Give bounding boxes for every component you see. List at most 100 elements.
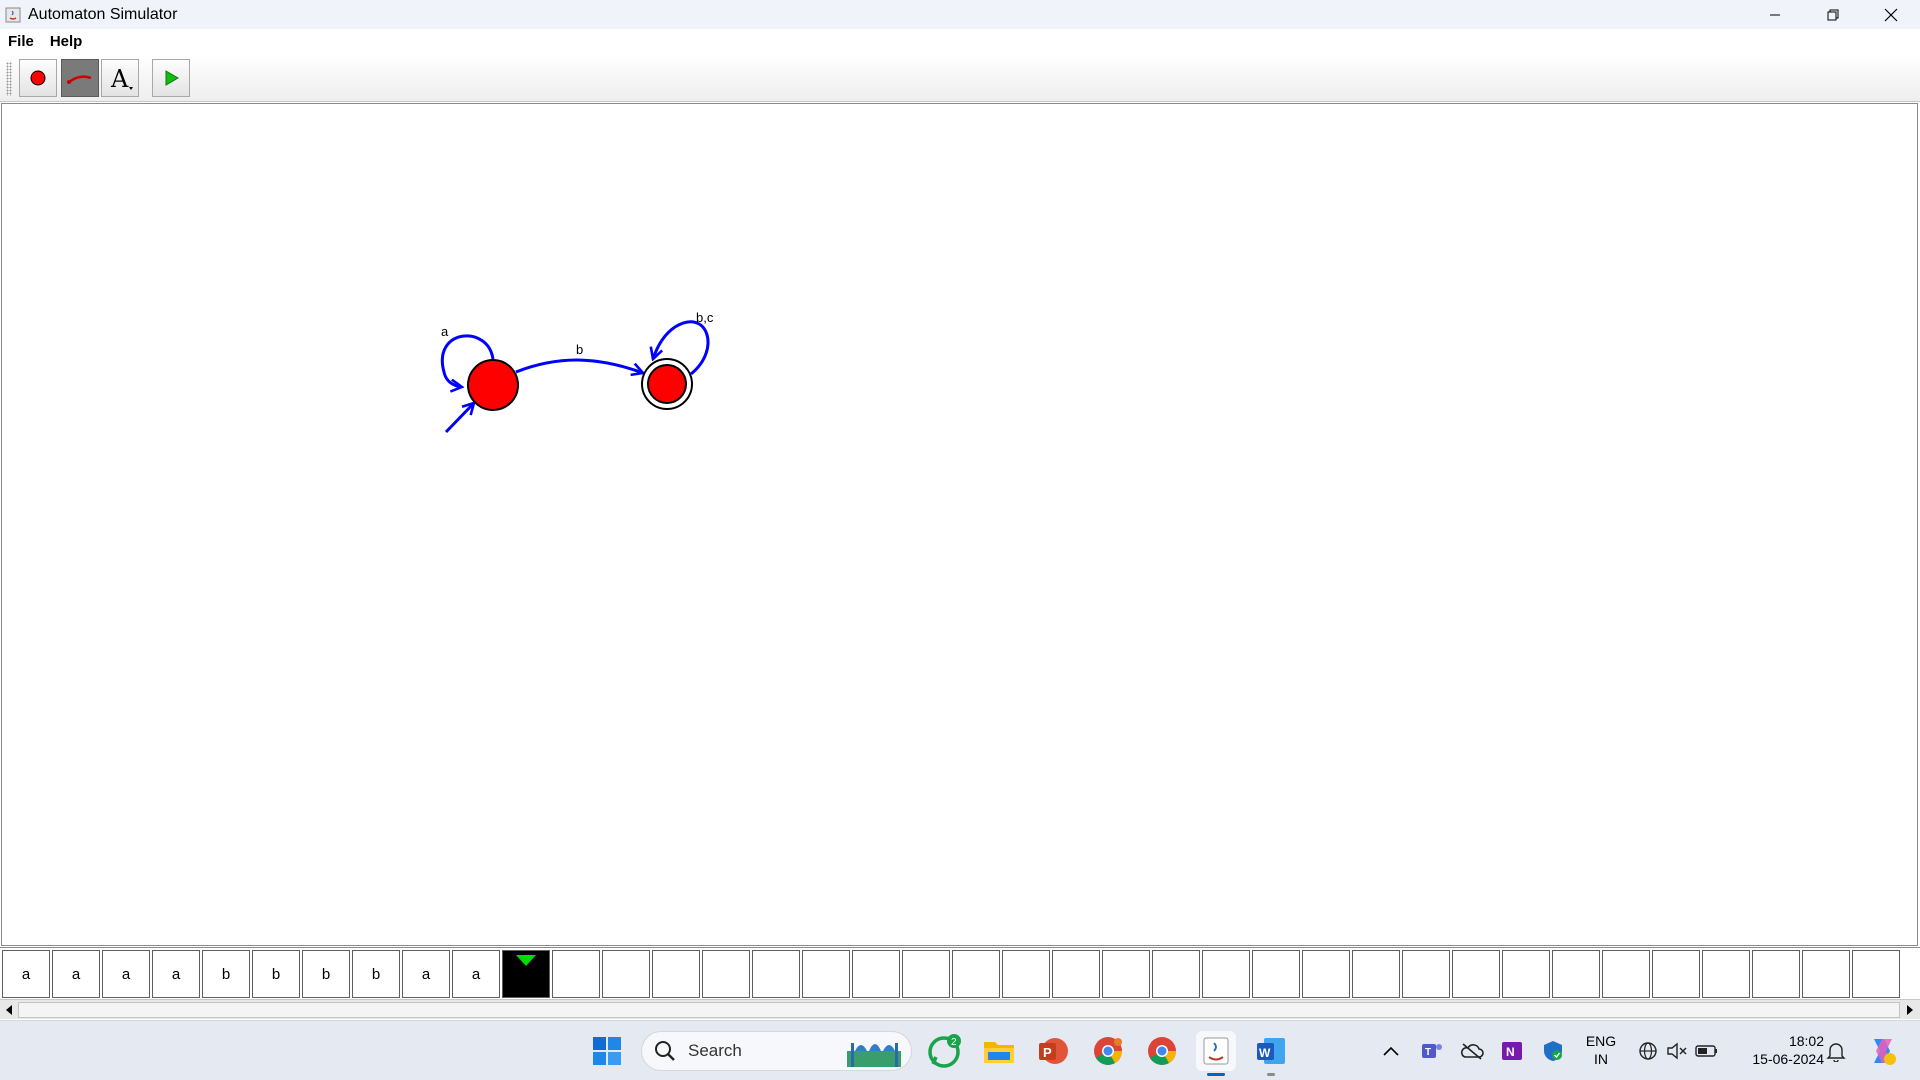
tape-cell[interactable] xyxy=(1602,950,1650,998)
tape-head-cell[interactable] xyxy=(502,950,550,998)
tape-cell[interactable] xyxy=(852,950,900,998)
tape-cell[interactable] xyxy=(1702,950,1750,998)
tape-cell[interactable] xyxy=(802,950,850,998)
whatsapp-taskbar-button[interactable]: 2 xyxy=(925,1031,965,1071)
tape-cell[interactable] xyxy=(1202,950,1250,998)
scroll-left-button[interactable] xyxy=(1,1002,17,1018)
scroll-thumb[interactable] xyxy=(18,1002,1900,1018)
menu-file[interactable]: File xyxy=(8,33,34,50)
tape-cell[interactable]: b xyxy=(352,950,400,998)
tape-cell[interactable] xyxy=(1302,950,1350,998)
word-taskbar-button[interactable]: W xyxy=(1251,1031,1291,1076)
tape-cell[interactable]: b xyxy=(202,950,250,998)
onenote-icon: N xyxy=(1502,1042,1522,1060)
automaton-canvas[interactable]: a b b,c xyxy=(1,103,1918,946)
tape-cell[interactable] xyxy=(1052,950,1100,998)
tape-cell[interactable] xyxy=(1552,950,1600,998)
transition-q1-q1-loop[interactable] xyxy=(653,320,710,376)
text-a-icon: A xyxy=(110,65,133,93)
window-title: Automaton Simulator xyxy=(28,5,178,23)
minimize-button[interactable] xyxy=(1746,0,1804,29)
transition-tool-button[interactable] xyxy=(61,59,99,97)
file-explorer-taskbar-button[interactable] xyxy=(979,1031,1019,1071)
scroll-left-arrow-icon xyxy=(6,1005,12,1015)
svg-text:T: T xyxy=(1425,1047,1431,1058)
tape-cell[interactable] xyxy=(752,950,800,998)
label-tool-button[interactable]: A xyxy=(101,59,139,97)
transition-label-a[interactable]: a xyxy=(441,324,449,339)
tape-cell[interactable] xyxy=(1652,950,1700,998)
start-button[interactable] xyxy=(587,1031,627,1071)
tape-cell[interactable] xyxy=(1752,950,1800,998)
tape-cell[interactable] xyxy=(952,950,1000,998)
battery-tray-icon[interactable] xyxy=(1692,1031,1722,1071)
volume-tray-icon[interactable] xyxy=(1662,1031,1692,1071)
menu-help[interactable]: Help xyxy=(49,33,83,50)
toolbar-grip[interactable] xyxy=(6,62,12,96)
tape-scrollbar[interactable] xyxy=(0,999,1920,1019)
state-q1[interactable] xyxy=(647,364,687,404)
word-icon: W xyxy=(1257,1038,1285,1064)
tape-cell[interactable]: a xyxy=(452,950,500,998)
state-q0[interactable] xyxy=(467,359,519,411)
tape-cell[interactable]: b xyxy=(302,950,350,998)
tape-symbol: b xyxy=(221,965,231,983)
initial-state-arrow[interactable] xyxy=(444,403,474,434)
svg-text:A: A xyxy=(110,65,129,93)
powerpoint-taskbar-button[interactable]: P xyxy=(1033,1031,1073,1071)
taskbar-search[interactable]: Search xyxy=(641,1031,912,1071)
globe-icon xyxy=(1639,1042,1657,1060)
title-bar: Automaton Simulator xyxy=(0,0,1920,29)
automaton-diagram[interactable]: a b b,c xyxy=(2,104,1917,945)
tape-cell[interactable]: a xyxy=(402,950,450,998)
tape-cell[interactable] xyxy=(1502,950,1550,998)
security-tray-icon[interactable] xyxy=(1536,1031,1570,1071)
tape-cell[interactable] xyxy=(702,950,750,998)
tape-cell[interactable] xyxy=(1102,950,1150,998)
copilot-button[interactable] xyxy=(1862,1031,1902,1071)
tape-cell[interactable] xyxy=(1002,950,1050,998)
tape-cell[interactable] xyxy=(1252,950,1300,998)
tape-cell[interactable] xyxy=(1402,950,1450,998)
onenote-tray-icon[interactable]: N xyxy=(1495,1031,1529,1071)
run-button[interactable] xyxy=(152,59,190,97)
restore-button[interactable] xyxy=(1804,0,1862,29)
play-icon xyxy=(165,70,179,86)
tape-cell[interactable] xyxy=(902,950,950,998)
network-tray-icon[interactable] xyxy=(1633,1031,1663,1071)
chrome-taskbar-button[interactable] xyxy=(1142,1031,1182,1071)
teams-icon: T xyxy=(1422,1044,1442,1058)
transition-q0-q0-loop[interactable] xyxy=(440,334,495,387)
transition-q0-q1[interactable] xyxy=(515,358,643,373)
tape-cell[interactable] xyxy=(1352,950,1400,998)
tape-cell[interactable] xyxy=(552,950,600,998)
close-button[interactable] xyxy=(1862,0,1920,29)
onedrive-tray-icon[interactable] xyxy=(1455,1031,1489,1071)
tape-cell[interactable]: a xyxy=(2,950,50,998)
tape-cell[interactable]: a xyxy=(152,950,200,998)
tape-cell[interactable]: b xyxy=(252,950,300,998)
whatsapp-icon: 2 xyxy=(928,1034,961,1068)
tape-cell[interactable] xyxy=(1152,950,1200,998)
tape-cell[interactable] xyxy=(1452,950,1500,998)
tape-cell[interactable]: a xyxy=(102,950,150,998)
language-indicator[interactable]: ENG IN xyxy=(1579,1032,1623,1068)
scroll-right-button[interactable] xyxy=(1902,1002,1918,1018)
tape-cell[interactable] xyxy=(1852,950,1900,998)
java-taskbar-button[interactable] xyxy=(1196,1031,1236,1076)
transition-label-b[interactable]: b xyxy=(576,342,583,357)
transition-label-bc[interactable]: b,c xyxy=(696,310,714,325)
tape-cell[interactable] xyxy=(1802,950,1850,998)
tape-cell[interactable] xyxy=(602,950,650,998)
restore-icon xyxy=(1827,9,1839,20)
teams-tray-icon[interactable]: T xyxy=(1415,1031,1449,1071)
java-app-icon xyxy=(5,7,21,22)
tape-cell[interactable] xyxy=(652,950,700,998)
notifications-button[interactable] xyxy=(1820,1031,1852,1071)
state-tool-button[interactable] xyxy=(19,59,57,97)
show-hidden-icons-button[interactable] xyxy=(1373,1031,1409,1071)
clock[interactable]: 18:02 15-06-2024 xyxy=(1730,1032,1824,1068)
chrome-profile-taskbar-button[interactable] xyxy=(1088,1031,1128,1071)
tape-cell[interactable]: a xyxy=(52,950,100,998)
